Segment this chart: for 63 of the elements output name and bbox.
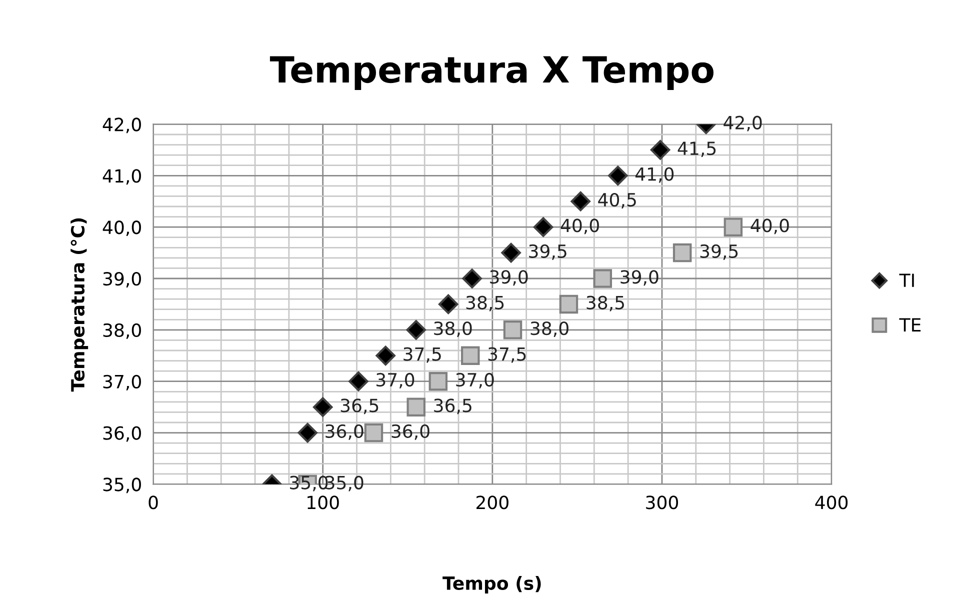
point [650, 140, 670, 160]
point [406, 320, 426, 340]
point [501, 242, 521, 263]
point [376, 346, 396, 366]
point [608, 166, 628, 186]
data-label: 40,0 [560, 218, 599, 234]
point [298, 422, 318, 443]
x-tick-label: 0 [148, 496, 158, 510]
data-label: 36,5 [434, 398, 472, 414]
data-label: 40,0 [750, 218, 789, 234]
x-tick-label: 100 [308, 496, 339, 510]
data-label: 41,5 [678, 142, 716, 158]
point [364, 423, 384, 442]
data-label: 39,0 [490, 270, 528, 286]
data-label: 36,0 [392, 424, 430, 440]
y-tick-label: 42,0 [102, 118, 141, 134]
y-tick-label: 41,0 [102, 169, 141, 185]
data-label: 42,0 [724, 116, 762, 132]
chart-title: Temperatura X Tempo [270, 56, 714, 90]
legend-label: TI [899, 274, 914, 287]
data-label: 39,5 [529, 244, 566, 260]
legend-label: TE [899, 318, 921, 332]
point [503, 320, 522, 340]
x-axis-title: Tempo (s) [442, 576, 541, 594]
point [559, 294, 578, 314]
x-tick-label: 200 [476, 496, 508, 510]
data-label: 38,5 [466, 296, 504, 312]
point [570, 191, 590, 212]
point [462, 268, 482, 288]
point [724, 218, 743, 236]
y-tick-label: 40,0 [102, 220, 141, 236]
point [533, 217, 554, 237]
data-label: 37,0 [376, 372, 414, 388]
data-label: 37,0 [456, 372, 494, 388]
point [460, 346, 480, 366]
point [406, 398, 426, 416]
y-tick-label: 36,0 [103, 426, 141, 442]
point [593, 269, 612, 288]
x-tick-label: 400 [815, 496, 848, 510]
point [348, 371, 368, 392]
y-tick-label: 39,0 [103, 272, 141, 288]
y-tick-label: 35,0 [103, 478, 141, 494]
y-tick-label: 38,0 [103, 323, 141, 339]
data-label: 38,0 [434, 322, 472, 338]
point [672, 243, 692, 262]
data-label: 40,5 [598, 192, 636, 208]
data-label: 36,0 [326, 424, 364, 440]
data-label: 37,5 [488, 347, 526, 363]
data-label: 38,0 [530, 322, 568, 338]
data-label: 38,5 [586, 296, 624, 312]
data-label: 39,5 [700, 244, 738, 260]
data-label: 41,0 [635, 167, 674, 183]
point [312, 397, 333, 417]
data-label: 35,0 [290, 476, 328, 492]
point [428, 372, 448, 391]
y-tick-label: 37,0 [103, 374, 141, 390]
data-label: 37,5 [404, 347, 441, 363]
x-tick-label: 300 [646, 496, 678, 510]
data-label: 36,5 [340, 398, 378, 414]
data-label: 35,0 [326, 476, 364, 492]
y-axis-title: Temperatura (°C) [70, 218, 88, 392]
point [438, 294, 458, 314]
data-label: 39,0 [620, 270, 658, 286]
